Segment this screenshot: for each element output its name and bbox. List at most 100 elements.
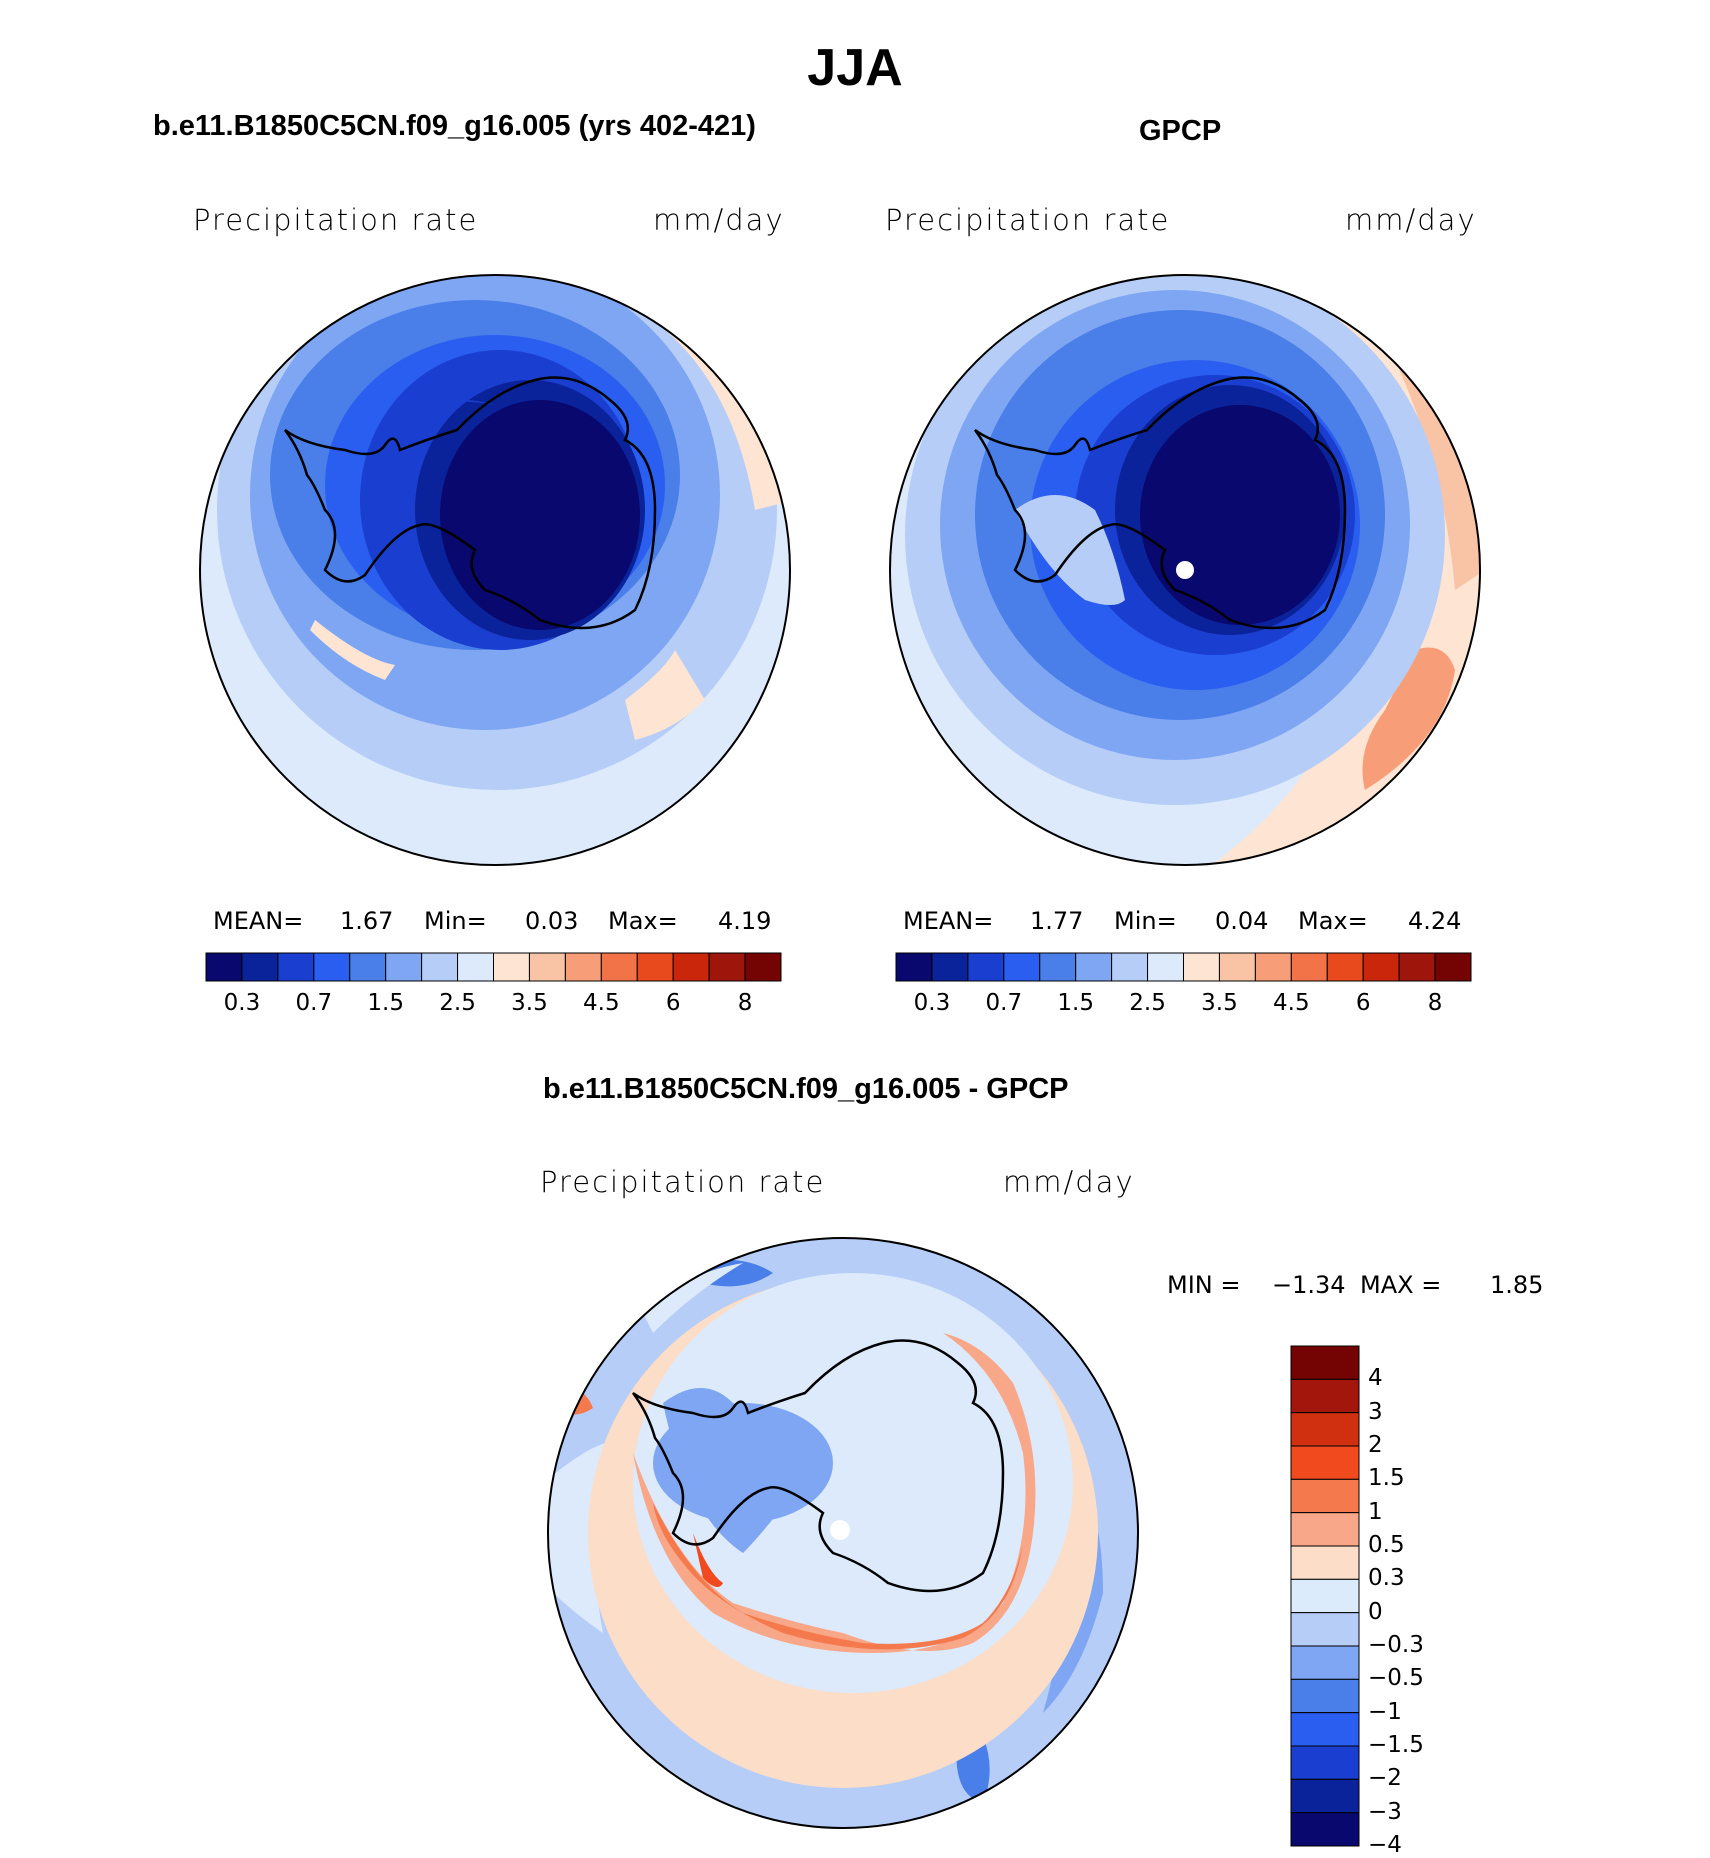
colorbar-swatch: [1075, 952, 1113, 982]
colorbar-swatch: [967, 952, 1005, 982]
colorbar-swatch: [1290, 1545, 1360, 1580]
panel-2-max-label: Max=: [1298, 907, 1368, 935]
panel-2-units-label: mm/day: [1345, 203, 1477, 237]
colorbar-swatch: [1218, 952, 1256, 982]
colorbar-swatch: [1290, 1378, 1360, 1414]
colorbar-tick-label: 0.7: [985, 990, 1023, 1016]
panel-3-min-value: −1.34: [1272, 1271, 1346, 1299]
panel-3-coastline: [631, 1339, 1005, 1593]
panel-3-title: b.e11.B1850C5CN.f09_g16.005 - GPCP: [543, 1073, 1069, 1105]
panel-1-colorbar: [205, 952, 782, 982]
colorbar-tick-label: 3.5: [1201, 990, 1238, 1016]
panel-1-min-label: Min=: [424, 907, 487, 935]
colorbar-swatch: [636, 952, 674, 982]
colorbar-tick-label: 3.5: [511, 990, 548, 1016]
colorbar-tick-label: 0.3: [223, 990, 261, 1016]
colorbar-swatch: [528, 952, 566, 982]
colorbar-swatch: [421, 952, 459, 982]
colorbar-swatch: [672, 952, 710, 982]
colorbar-swatch: [1290, 1445, 1360, 1480]
colorbar-tick-label: 8: [1427, 990, 1443, 1016]
panel-2-variable-label: Precipitation rate: [885, 203, 1171, 237]
colorbar-swatch: [349, 952, 387, 982]
colorbar-tick-label: 0.7: [295, 990, 333, 1016]
colorbar-swatch: [1183, 952, 1220, 982]
colorbar-tick-label: 0.3: [913, 990, 951, 1016]
colorbar-tick-label: 4.5: [1273, 990, 1310, 1016]
colorbar-swatch: [744, 952, 782, 982]
colorbar-swatch: [1290, 1412, 1360, 1447]
colorbar-swatch: [1290, 1678, 1360, 1714]
colorbar-swatch: [1290, 1512, 1360, 1547]
colorbar-swatch: [277, 952, 315, 982]
colorbar-tick-label: −2: [1368, 1765, 1402, 1792]
colorbar-swatch: [1290, 1778, 1360, 1814]
colorbar-swatch: [241, 952, 279, 982]
colorbar-tick-label: 1.5: [1368, 1465, 1405, 1492]
panel-1-mean-value: 1.67: [340, 907, 394, 935]
colorbar-tick-label: 1.5: [1057, 990, 1094, 1016]
panel-1-coastline: [283, 376, 657, 630]
colorbar-swatch: [1290, 1712, 1360, 1747]
panel-1-variable-label: Precipitation rate: [193, 203, 479, 237]
panel-1-min-value: 0.03: [525, 907, 579, 935]
colorbar-tick-label: 2.5: [439, 990, 476, 1016]
colorbar-tick-label: −1.5: [1368, 1732, 1424, 1758]
panel-2-title: GPCP: [1139, 115, 1222, 147]
colorbar-tick-label: 2.5: [1129, 990, 1166, 1016]
panel-2-mean-label: MEAN=: [903, 907, 994, 935]
colorbar-swatch: [1111, 952, 1149, 982]
panel-2-mean-value: 1.77: [1030, 907, 1084, 935]
panel-2-min-value: 0.04: [1215, 907, 1269, 935]
panel-2-max-value: 4.24: [1408, 907, 1462, 935]
colorbar-swatch: [1290, 1578, 1360, 1614]
colorbar-swatch: [708, 952, 746, 982]
panel-2-pole-hole: [1176, 561, 1194, 579]
colorbar-swatch: [931, 952, 969, 982]
colorbar-tick-label: −4: [1368, 1832, 1402, 1858]
colorbar-tick-label: 1.5: [367, 990, 404, 1016]
colorbar-tick-label: 0.5: [1368, 1532, 1405, 1558]
colorbar-swatch: [1003, 952, 1041, 982]
colorbar-tick-label: 8: [737, 990, 753, 1016]
colorbar-swatch: [1434, 952, 1472, 982]
colorbar-tick-label: 6: [1355, 990, 1371, 1016]
colorbar-tick-label: −1: [1368, 1698, 1402, 1725]
colorbar-tick-label: 0.3: [1368, 1565, 1405, 1592]
colorbar-swatch: [1362, 952, 1400, 982]
colorbar-tick-label: 6: [665, 990, 681, 1016]
panel-2-min-label: Min=: [1114, 907, 1177, 935]
colorbar-swatch: [1039, 952, 1077, 982]
panel-1-map: [199, 274, 791, 866]
panel-3-map: [547, 1237, 1139, 1829]
colorbar-swatch: [1398, 952, 1436, 982]
colorbar-swatch: [1290, 1745, 1360, 1780]
colorbar-tick-label: 3: [1368, 1398, 1383, 1425]
colorbar-swatch: [1147, 952, 1184, 982]
colorbar-swatch: [457, 952, 494, 982]
colorbar-swatch: [385, 952, 423, 982]
colorbar-swatch: [564, 952, 602, 982]
colorbar-swatch: [205, 952, 243, 982]
colorbar-swatch: [1326, 952, 1364, 982]
panel-1-title: b.e11.B1850C5CN.f09_g16.005 (yrs 402-421…: [153, 110, 756, 142]
colorbar-swatch: [895, 952, 933, 982]
panel-3-units-label: mm/day: [1003, 1165, 1135, 1199]
panel-2-colorbar: [895, 952, 1472, 982]
colorbar-tick-label: 4: [1368, 1365, 1383, 1392]
colorbar-tick-label: 1: [1368, 1498, 1383, 1525]
colorbar-swatch: [1290, 1645, 1360, 1680]
panel-3-min-label: MIN =: [1167, 1271, 1241, 1299]
colorbar-swatch: [1290, 1478, 1360, 1514]
colorbar-swatch: [1254, 952, 1292, 982]
colorbar-tick-label: −0.5: [1368, 1665, 1424, 1692]
colorbar-swatch: [493, 952, 530, 982]
colorbar-tick-label: −3: [1368, 1798, 1402, 1825]
colorbar-tick-label: 2: [1368, 1432, 1383, 1458]
colorbar-swatch: [313, 952, 351, 982]
panel-2-map: [889, 274, 1481, 866]
colorbar-swatch: [1290, 952, 1328, 982]
colorbar-swatch: [1290, 1812, 1360, 1847]
panel-2-coastline: [973, 376, 1347, 630]
panel-1-units-label: mm/day: [653, 203, 785, 237]
